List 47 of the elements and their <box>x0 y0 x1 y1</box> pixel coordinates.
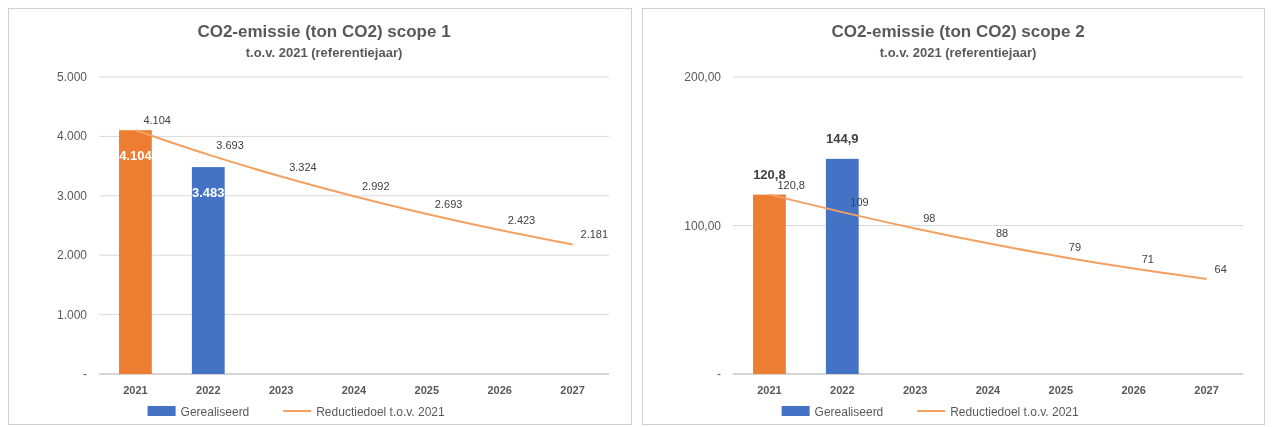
data-label: 4.104 <box>119 148 153 164</box>
x-tick-label: 2021 <box>756 384 782 396</box>
x-tick-label: 2026 <box>487 384 512 396</box>
x-tick-label: 2025 <box>414 384 440 396</box>
x-tick-label: 2024 <box>341 384 368 396</box>
y-tick-label: 1.000 <box>56 307 88 322</box>
data-label: 98 <box>922 212 935 225</box>
data-label: 2.423 <box>507 214 536 227</box>
legend-label: Gerealiseerd <box>814 405 883 419</box>
data-label: 144,9 <box>825 130 859 146</box>
legend-label: Gerealiseerd <box>180 405 250 419</box>
y-tick-label: - <box>716 367 721 381</box>
chart-title: CO2-emissie (ton CO2) scope 1 <box>197 22 451 41</box>
data-label: 3.324 <box>289 160 317 173</box>
data-label: 88 <box>995 227 1008 240</box>
y-tick-label: 5.000 <box>56 70 88 84</box>
y-tick-label: 2.000 <box>56 248 88 263</box>
x-tick-label: 2023 <box>268 384 294 396</box>
y-tick-label: 200,00 <box>683 70 721 84</box>
data-label: 3.483 <box>192 185 225 201</box>
y-tick-label: 4.000 <box>56 129 88 144</box>
data-label: 2.693 <box>434 198 463 211</box>
legend-label: Reductiedoel t.o.v. 2021 <box>949 405 1079 419</box>
x-tick-label: 2027 <box>560 384 585 396</box>
legend-label: Reductiedoel t.o.v. 2021 <box>316 405 446 419</box>
chart-title: CO2-emissie (ton CO2) scope 2 <box>830 22 1085 41</box>
x-tick-label: 2022 <box>196 384 221 396</box>
line-series <box>767 193 1208 280</box>
data-label: 64 <box>1214 262 1227 275</box>
y-tick-label: 100,00 <box>683 218 721 233</box>
x-tick-label: 2022 <box>829 384 855 396</box>
y-tick-label: - <box>83 367 87 381</box>
x-tick-label: 2025 <box>1048 384 1073 396</box>
x-tick-label: 2026 <box>1120 384 1146 396</box>
data-label: 3.693 <box>216 138 244 151</box>
y-tick-label: 3.000 <box>56 188 88 203</box>
x-tick-label: 2027 <box>1193 384 1219 396</box>
data-label: 4.104 <box>143 114 171 127</box>
x-tick-label: 2024 <box>975 384 1001 396</box>
data-label: 79 <box>1068 240 1081 253</box>
x-tick-label: 2023 <box>902 384 927 396</box>
data-label: 71 <box>1141 252 1154 265</box>
x-tick-label: 2021 <box>123 384 148 396</box>
chart-subtitle: t.o.v. 2021 (referentiejaar) <box>879 45 1036 60</box>
data-label: 2.181 <box>580 228 609 241</box>
data-label: 2.992 <box>362 180 390 193</box>
chart-subtitle: t.o.v. 2021 (referentiejaar) <box>245 45 403 60</box>
